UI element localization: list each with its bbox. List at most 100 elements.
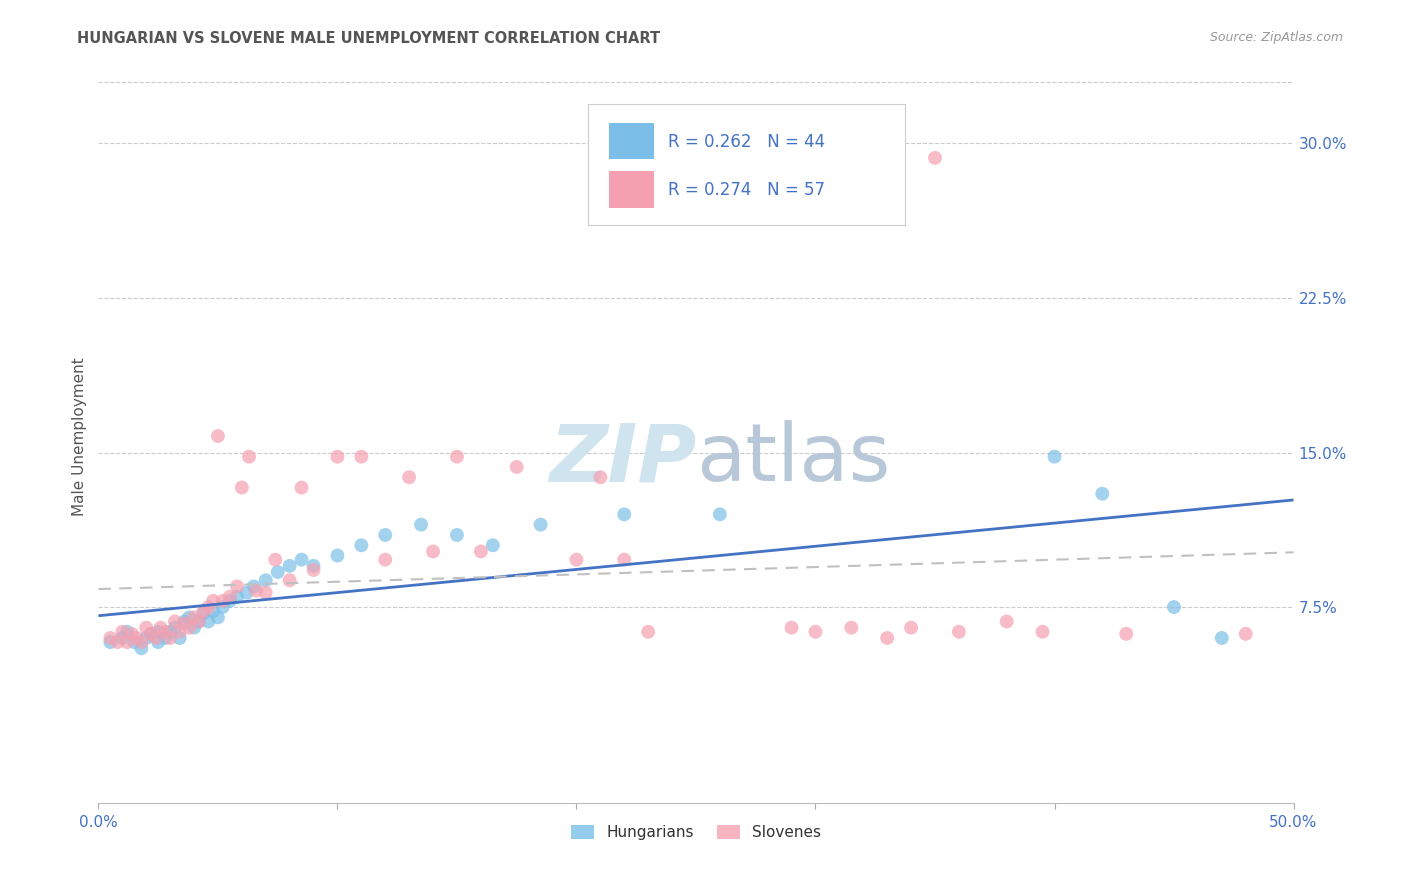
Point	[1211, 631, 1233, 645]
Point	[530, 517, 553, 532]
Point	[254, 574, 277, 588]
Point	[374, 528, 396, 542]
Point	[187, 615, 209, 629]
Point	[197, 615, 219, 629]
Point	[193, 606, 215, 620]
Point	[139, 627, 162, 641]
Point	[226, 579, 249, 593]
FancyBboxPatch shape	[589, 104, 905, 225]
Point	[350, 538, 373, 552]
Point	[183, 621, 205, 635]
Point	[211, 594, 233, 608]
Point	[470, 544, 492, 558]
Point	[124, 635, 146, 649]
Point	[1115, 627, 1137, 641]
Point	[145, 631, 167, 645]
Point	[780, 621, 803, 635]
Point	[506, 459, 529, 474]
Point	[219, 590, 242, 604]
Point	[197, 600, 219, 615]
Point	[291, 552, 314, 566]
Point	[326, 549, 349, 563]
Point	[804, 624, 827, 639]
Point	[159, 624, 181, 639]
Point	[900, 621, 922, 635]
Point	[267, 565, 290, 579]
Point	[211, 600, 233, 615]
Point	[264, 552, 287, 566]
Point	[238, 450, 260, 464]
Point	[202, 594, 225, 608]
Point	[226, 590, 249, 604]
Point	[231, 481, 253, 495]
Point	[1091, 487, 1114, 501]
Text: Source: ZipAtlas.com: Source: ZipAtlas.com	[1209, 31, 1343, 45]
Point	[709, 508, 731, 522]
Point	[243, 579, 266, 593]
Text: HUNGARIAN VS SLOVENE MALE UNEMPLOYMENT CORRELATION CHART: HUNGARIAN VS SLOVENE MALE UNEMPLOYMENT C…	[77, 31, 661, 46]
Point	[121, 627, 143, 641]
Point	[155, 624, 177, 639]
Point	[148, 635, 170, 649]
Point	[207, 610, 229, 624]
Point	[245, 583, 267, 598]
Point	[115, 624, 138, 639]
Point	[374, 552, 396, 566]
Point	[411, 517, 433, 532]
Legend: Hungarians, Slovenes: Hungarians, Slovenes	[565, 819, 827, 847]
Text: R = 0.262   N = 44: R = 0.262 N = 44	[668, 133, 825, 151]
Point	[149, 621, 172, 635]
Point	[291, 481, 314, 495]
Text: R = 0.274   N = 57: R = 0.274 N = 57	[668, 180, 825, 199]
Point	[169, 631, 191, 645]
Point	[302, 563, 325, 577]
Point	[481, 538, 505, 552]
Point	[302, 558, 325, 573]
Point	[995, 615, 1018, 629]
Bar	[609, 123, 654, 159]
Point	[187, 615, 209, 629]
Point	[98, 631, 122, 645]
Point	[589, 470, 612, 484]
Point	[235, 585, 257, 599]
Point	[148, 624, 170, 639]
Point	[278, 558, 301, 573]
Point	[193, 604, 215, 618]
Point	[637, 624, 659, 639]
Y-axis label: Male Unemployment: Male Unemployment	[72, 358, 87, 516]
Point	[139, 627, 162, 641]
Point	[169, 624, 191, 639]
Point	[179, 621, 201, 635]
Point	[107, 635, 129, 649]
Bar	[609, 171, 654, 208]
Point	[446, 450, 468, 464]
Point	[326, 450, 349, 464]
Text: atlas: atlas	[696, 420, 890, 498]
Point	[446, 528, 468, 542]
Point	[163, 615, 186, 629]
Point	[613, 552, 636, 566]
Point	[422, 544, 444, 558]
Point	[131, 641, 153, 656]
Point	[350, 450, 373, 464]
Point	[163, 621, 186, 635]
Point	[183, 610, 205, 624]
Point	[841, 621, 863, 635]
Point	[159, 631, 181, 645]
Point	[219, 594, 242, 608]
Point	[1163, 600, 1185, 615]
Point	[565, 552, 588, 566]
Point	[876, 631, 898, 645]
Point	[155, 631, 177, 645]
Point	[1043, 450, 1066, 464]
Point	[202, 604, 225, 618]
Point	[207, 429, 229, 443]
Point	[135, 621, 157, 635]
Point	[254, 585, 277, 599]
Point	[179, 610, 201, 624]
Point	[1032, 624, 1054, 639]
Point	[1234, 627, 1257, 641]
Point	[948, 624, 970, 639]
Point	[173, 615, 195, 629]
Text: ZIP: ZIP	[548, 420, 696, 498]
